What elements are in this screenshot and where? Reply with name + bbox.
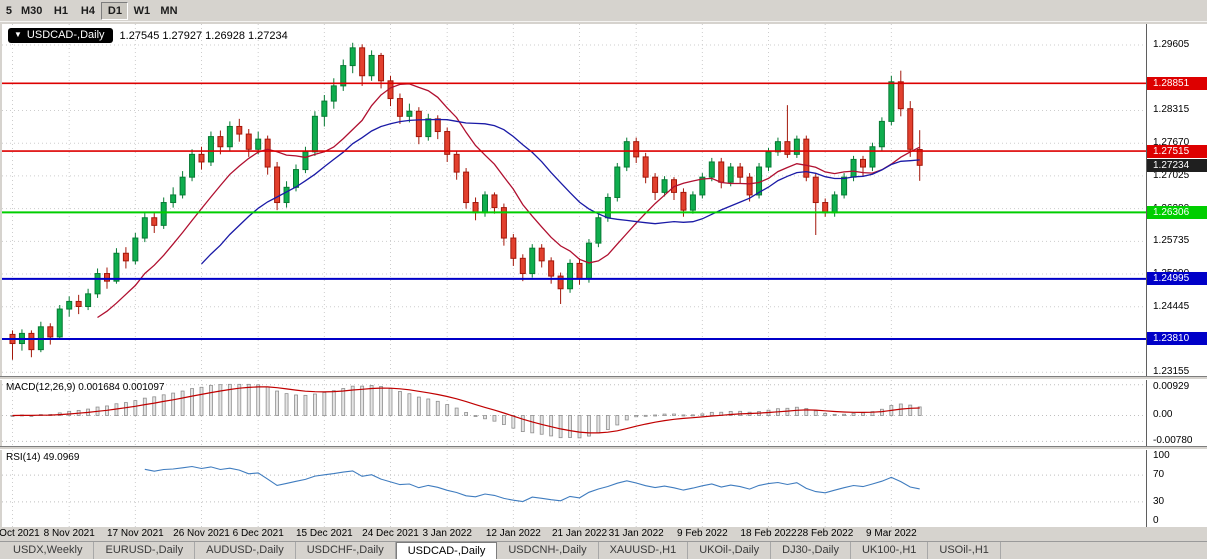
date-label: 8 Nov 2021 (43, 528, 95, 539)
symbol-label[interactable]: ▼ USDCAD-,Daily (8, 28, 113, 43)
rsi-line (144, 465, 920, 503)
rsi-indicator-canvas[interactable]: RSI(14) 49.0969 (2, 450, 1146, 527)
rsi-axis-label: 100 (1153, 450, 1170, 461)
panel-splitter[interactable] (0, 446, 1207, 450)
date-label: 3 Jan 2022 (422, 528, 472, 539)
macd-indicator-canvas[interactable]: MACD(12,26,9) 0.001684 0.001097 (2, 380, 1146, 446)
tab-uk100-h1[interactable]: UK100-,H1 (851, 542, 929, 559)
price-axis-label: 1.28315 (1153, 104, 1190, 116)
macd-header: MACD(12,26,9) 0.001684 0.001097 (6, 382, 165, 393)
tab-xauusd-h1[interactable]: XAUUSD-,H1 (599, 542, 689, 559)
timeframe-button-d1[interactable]: D1 (101, 1, 129, 20)
tab-audusd-daily[interactable]: AUDUSD-,Daily (195, 542, 296, 559)
date-label: 29 Oct 2021 (0, 528, 40, 539)
chart-header: ▼ USDCAD-,Daily 1.27545 1.27927 1.26928 … (8, 28, 288, 43)
date-label: 17 Nov 2021 (106, 528, 164, 539)
tab-usdcnh-daily[interactable]: USDCNH-,Daily (497, 542, 599, 559)
price-grid (2, 24, 1146, 376)
date-label: 24 Dec 2021 (362, 528, 419, 539)
macd-axis-label: 0.00 (1153, 409, 1173, 421)
timeframe-button-5[interactable]: 5 (0, 1, 16, 20)
macd-axis-label: -0.00780 (1153, 435, 1193, 447)
rsi-axis-label: 70 (1153, 469, 1165, 481)
level-price-badge: 1.28851 (1147, 76, 1207, 90)
tab-usoil-h1[interactable]: USOil-,H1 (928, 542, 1001, 559)
price-chart-canvas[interactable]: ▼ USDCAD-,Daily 1.27545 1.27927 1.26928 … (2, 24, 1146, 376)
tab-usdx-weekly[interactable]: USDX,Weekly (2, 542, 95, 559)
dropdown-arrow-icon: ▼ (14, 30, 22, 39)
date-label: 15 Dec 2021 (295, 528, 353, 539)
date-label: 6 Dec 2021 (232, 528, 284, 539)
candlesticks (9, 42, 923, 360)
timeframe-button-h1[interactable]: H1 (47, 1, 75, 20)
timeframe-button-mn[interactable]: MN (155, 1, 183, 20)
ohlc-values: 1.27545 1.27927 1.26928 1.27234 (119, 29, 288, 42)
price-axis-label: 1.27025 (1153, 169, 1190, 181)
horizontal-level-lines (2, 82, 1146, 340)
moving-averages (97, 83, 920, 319)
macd-signal-line (12, 386, 920, 434)
date-label: 9 Mar 2022 (866, 528, 917, 539)
panel-splitter[interactable] (0, 376, 1207, 380)
level-price-badge: 1.24995 (1147, 272, 1207, 286)
tab-usdcad-daily[interactable]: USDCAD-,Daily (395, 542, 498, 559)
symbol-title: USDCAD-,Daily (26, 29, 105, 41)
tab-dj30-daily[interactable]: DJ30-,Daily (771, 542, 851, 559)
date-label: 21 Jan 2022 (551, 528, 608, 539)
rsi-header: RSI(14) 49.0969 (6, 452, 80, 463)
tab-ukoil-daily[interactable]: UKOil-,Daily (688, 542, 772, 559)
timeframe-button-h4[interactable]: H4 (74, 1, 102, 20)
date-label: 18 Feb 2022 (740, 528, 797, 539)
timeframe-button-m30[interactable]: M30 (16, 1, 48, 20)
tab-usdchf-daily[interactable]: USDCHF-,Daily (296, 542, 396, 559)
level-price-badge: 1.26306 (1147, 205, 1207, 219)
rsi-axis-label: 30 (1153, 495, 1165, 507)
level-price-badge: 1.27515 (1147, 144, 1207, 158)
level-price-badge: 1.23810 (1147, 332, 1207, 346)
price-axis-label: 1.27670 (1153, 137, 1190, 149)
price-axis-label: 1.29605 (1153, 39, 1190, 51)
macd-axis-label: 0.00929 (1153, 381, 1190, 392)
date-label: 12 Jan 2022 (485, 528, 541, 539)
date-label: 28 Feb 2022 (797, 528, 854, 539)
tab-eurusd-daily[interactable]: EURUSD-,Daily (94, 542, 196, 559)
current-price-badge: 1.27234 (1147, 158, 1207, 172)
chart-tab-bar: USDX,Weekly EURUSD-,Daily AUDUSD-,Daily USD… (0, 541, 1207, 559)
date-label: 9 Feb 2022 (677, 528, 728, 539)
date-label: 26 Nov 2021 (173, 528, 230, 539)
price-axis-label: 1.23155 (1153, 366, 1190, 378)
timeframe-button-w1[interactable]: W1 (128, 1, 156, 20)
price-axis-label: 1.24445 (1153, 300, 1190, 312)
rsi-grid (2, 450, 1146, 527)
rsi-axis-label: 0 (1153, 515, 1159, 526)
timeframe-toolbar: 5 M30 H1 H4 D1 W1 MN (0, 0, 1207, 22)
price-axis-label: 1.25735 (1153, 235, 1190, 247)
date-label: 31 Jan 2022 (608, 528, 664, 539)
